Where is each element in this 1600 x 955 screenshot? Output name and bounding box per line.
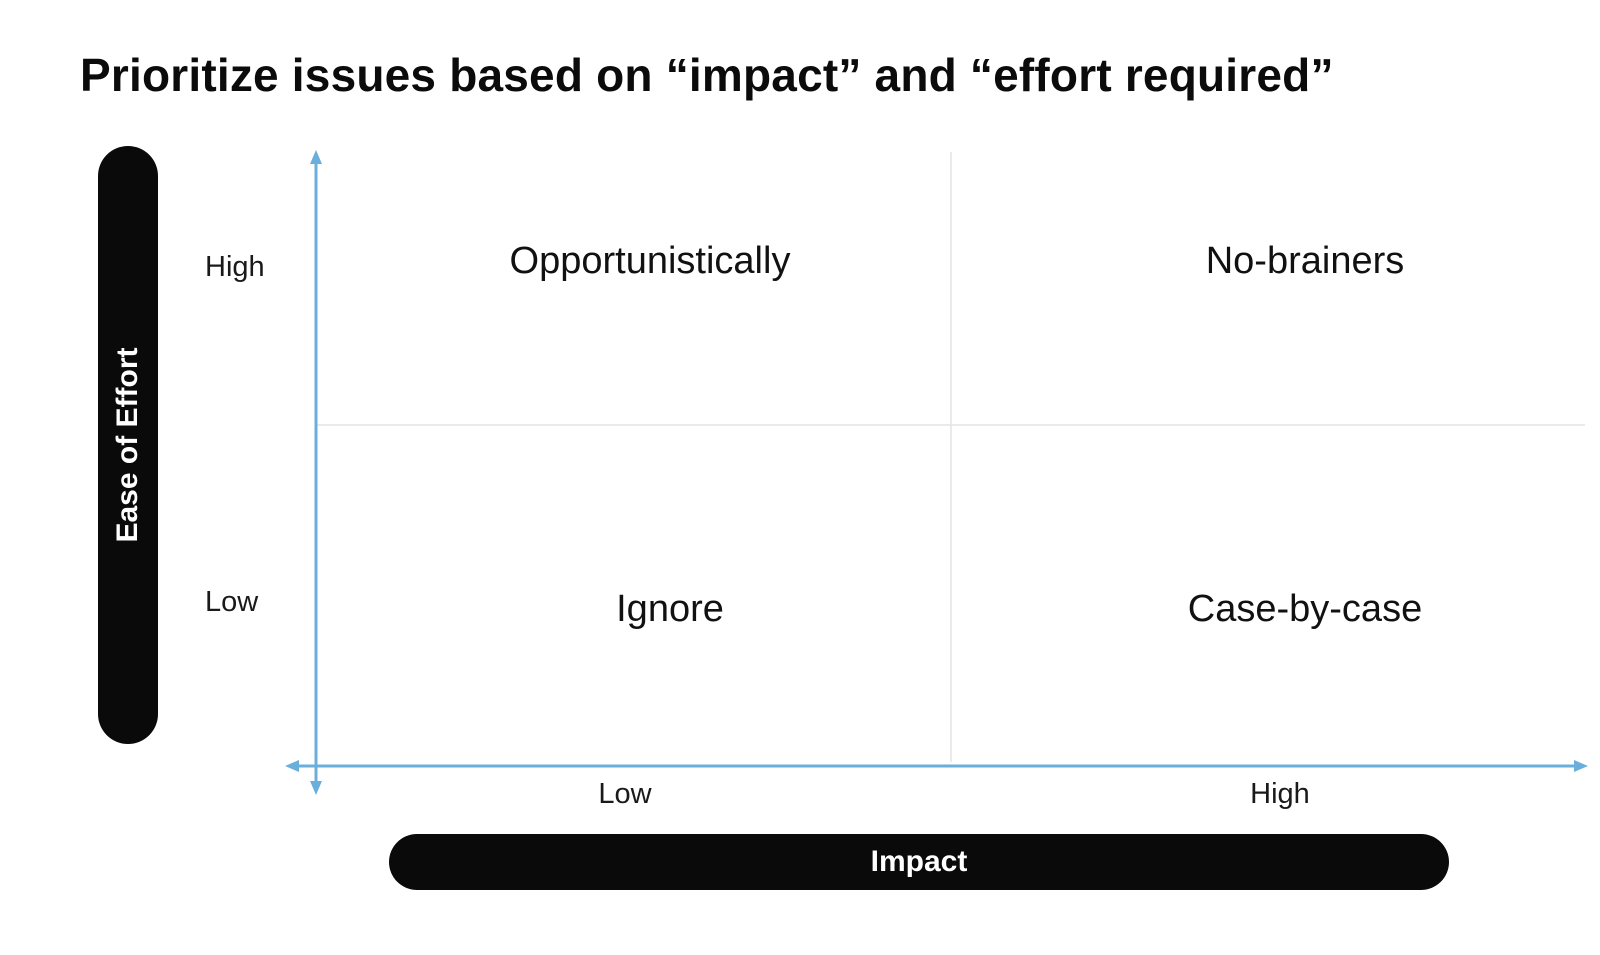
quadrant-top-right: No-brainers <box>1205 240 1405 282</box>
x-axis-label-pill: Impact <box>389 834 1449 890</box>
y-tick-high: High <box>205 251 265 283</box>
x-tick-high: High <box>1250 778 1310 810</box>
y-axis-arrow-bottom <box>310 781 322 795</box>
y-axis-arrow-top <box>310 150 322 164</box>
x-tick-low: Low <box>598 778 652 810</box>
x-axis-arrow-right <box>1574 760 1588 772</box>
quadrant-bottom-left: Ignore <box>616 588 724 630</box>
slide-title: Prioritize issues based on “impact” and … <box>80 49 1334 101</box>
x-axis-label: Impact <box>870 845 968 878</box>
quadrant-top-left: Opportunistically <box>509 240 791 282</box>
y-tick-low: Low <box>205 586 259 618</box>
y-axis-label: Ease of Effort <box>111 347 144 543</box>
quadrant-bottom-right: Case-by-case <box>1187 588 1423 630</box>
y-axis-label-pill: Ease of Effort <box>98 146 158 744</box>
x-axis-arrow-left <box>285 760 299 772</box>
